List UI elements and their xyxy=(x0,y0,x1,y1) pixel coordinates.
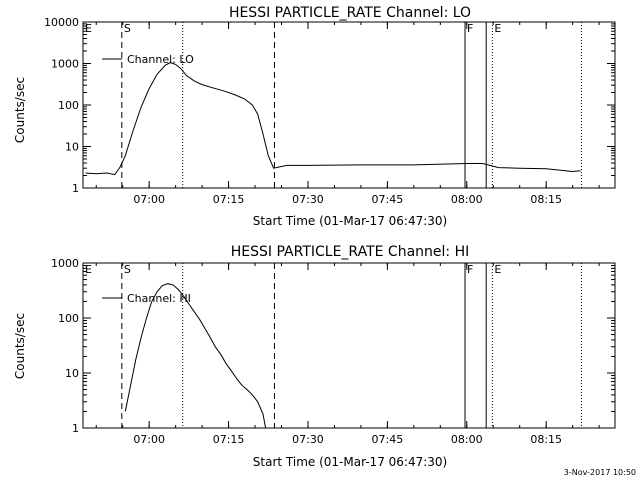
marker-label: S xyxy=(124,22,131,35)
x-tick-label: 08:15 xyxy=(530,193,562,206)
y-tick-label: 10 xyxy=(65,141,79,154)
panel-hi-ylabel: Counts/sec xyxy=(13,313,27,379)
marker-label: F xyxy=(467,22,473,35)
y-tick-label: 100 xyxy=(58,99,79,112)
footer-timestamp: 3-Nov-2017 10:50 xyxy=(564,468,636,477)
y-tick-label: 10 xyxy=(65,367,79,380)
y-tick-label: 1000 xyxy=(51,58,79,71)
panel-hi-series-line xyxy=(124,283,267,429)
y-tick-label: 1 xyxy=(72,422,79,435)
panel-lo-title: HESSI PARTICLE_RATE Channel: LO xyxy=(229,5,471,21)
x-tick-label: 07:00 xyxy=(133,433,165,446)
marker-label: E xyxy=(85,263,92,276)
y-tick-label: 1 xyxy=(72,182,79,195)
panel-lo-xlabel: Start Time (01-Mar-17 06:47:30) xyxy=(253,214,447,228)
x-tick-label: 07:15 xyxy=(213,433,245,446)
panel-lo-ylabel: Counts/sec xyxy=(13,77,27,143)
marker-label: E xyxy=(494,263,501,276)
x-tick-label: 07:30 xyxy=(292,433,324,446)
panel-lo-series-line xyxy=(85,62,581,176)
y-tick-label: 10000 xyxy=(44,16,79,29)
x-tick-label: 08:15 xyxy=(530,433,562,446)
x-tick-label: 07:45 xyxy=(372,433,404,446)
panel-hi-y-ticks: 1 10 100 1000 xyxy=(51,257,615,435)
panel-lo-frame xyxy=(82,21,616,189)
panel-hi-x-ticks: 07:00 07:15 07:30 07:45 08:00 08:15 xyxy=(95,263,600,446)
panel-lo-x-ticks: 07:00 07:15 07:30 07:45 08:00 08:15 xyxy=(95,22,600,206)
panel-lo: HESSI PARTICLE_RATE Channel: LO Counts/s… xyxy=(13,5,616,228)
panel-hi-frame xyxy=(82,262,616,429)
marker-label: E xyxy=(85,22,92,35)
marker-label: S xyxy=(124,263,131,276)
x-tick-label: 07:15 xyxy=(213,193,245,206)
panel-lo-y-ticks: 1 10 100 1000 10000 xyxy=(44,16,615,195)
panel-hi: HESSI PARTICLE_RATE Channel: HI Counts/s… xyxy=(13,244,616,469)
panel-hi-title: HESSI PARTICLE_RATE Channel: HI xyxy=(231,244,469,260)
marker-label: F xyxy=(467,263,473,276)
x-tick-label: 08:00 xyxy=(451,433,483,446)
y-tick-label: 100 xyxy=(58,312,79,325)
panel-lo-legend-label: Channel: LO xyxy=(127,53,194,66)
x-tick-label: 07:30 xyxy=(292,193,324,206)
x-tick-label: 07:00 xyxy=(133,193,165,206)
y-tick-label: 1000 xyxy=(51,257,79,270)
marker-label: E xyxy=(494,22,501,35)
x-tick-label: 07:45 xyxy=(372,193,404,206)
panel-hi-legend-label: Channel: HI xyxy=(127,292,191,305)
x-tick-label: 08:00 xyxy=(451,193,483,206)
panel-hi-xlabel: Start Time (01-Mar-17 06:47:30) xyxy=(253,455,447,469)
